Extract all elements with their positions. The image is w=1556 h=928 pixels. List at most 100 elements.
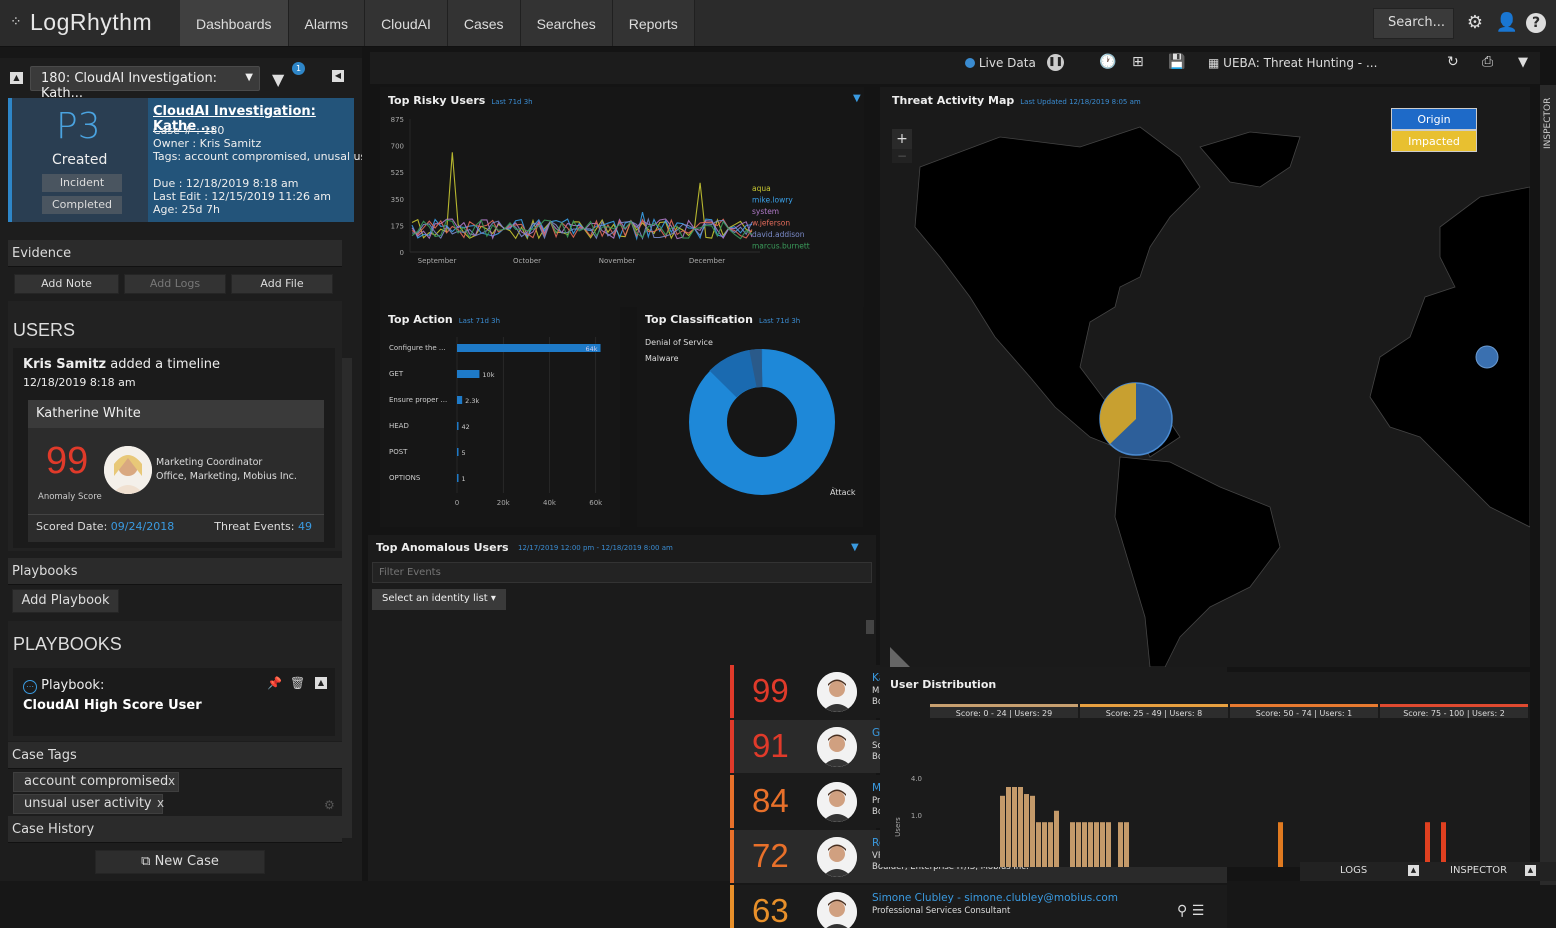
help-icon[interactable]: ? bbox=[1526, 13, 1546, 33]
histogram-bar bbox=[1006, 787, 1011, 867]
user-icon[interactable]: 👤 bbox=[1495, 12, 1519, 33]
logs-expand-icon[interactable]: ▲ bbox=[1408, 865, 1419, 876]
save-layout-icon[interactable]: 💾 bbox=[1168, 54, 1186, 70]
collapse-left-icon[interactable]: ◀ bbox=[332, 70, 344, 82]
tag-remove-icon[interactable]: x bbox=[157, 796, 165, 810]
sidebar-scrollbar[interactable] bbox=[342, 358, 352, 838]
widget-filter-icon[interactable]: ▼ bbox=[853, 93, 861, 104]
playbook-card[interactable]: ⋯ Playbook: CloudAI High Score User 📌 🗑 … bbox=[13, 668, 335, 736]
tag-account-compromised[interactable]: account compromised bbox=[13, 772, 180, 792]
user-card-name: Katherine White bbox=[28, 400, 324, 428]
avatar-portrait-icon bbox=[104, 446, 152, 494]
case-select[interactable]: 180: CloudAI Investigation: Kath... ▼ bbox=[30, 66, 260, 101]
add-playbook-button[interactable]: Add Playbook bbox=[12, 589, 119, 613]
score-range-label: Score: 0 - 24 | Users: 29 bbox=[930, 704, 1078, 718]
case-tags-header[interactable]: Case Tags bbox=[8, 742, 342, 769]
nav-dashboards[interactable]: Dashboards bbox=[180, 0, 289, 46]
evidence-header[interactable]: Evidence bbox=[8, 240, 342, 267]
anomalous-user-row[interactable]: 63 Simone Clubley - simone.clubley@mobius… bbox=[730, 885, 1227, 928]
widget-title: Top Risky Users Last 71d 3h bbox=[388, 94, 533, 107]
trash-icon[interactable]: 🗑 bbox=[290, 676, 306, 690]
inspector-tab-label: INSPECTOR bbox=[1543, 97, 1553, 149]
bar-category-label: POST bbox=[389, 448, 408, 456]
settings-sliders-icon[interactable]: ⚙ bbox=[1466, 12, 1484, 33]
series-line-aqua bbox=[411, 152, 753, 240]
chart-add-icon[interactable]: ⊞ bbox=[1132, 54, 1144, 70]
widget-title: Threat Activity Map Last Updated 12/18/20… bbox=[892, 94, 1141, 107]
y-tick-label: 4.0 bbox=[911, 775, 922, 783]
dashboard-select[interactable]: ▦ UEBA: Threat Hunting - ... bbox=[1208, 56, 1378, 70]
legend-item: system bbox=[752, 207, 779, 216]
inspector-tab[interactable]: INSPECTOR bbox=[1450, 865, 1508, 876]
x-tick-label: October bbox=[513, 257, 541, 265]
refresh-icon[interactable]: ↻ bbox=[1447, 54, 1459, 70]
series-line-david.addison bbox=[411, 217, 753, 241]
search-icon[interactable]: ⚲ bbox=[1177, 903, 1188, 919]
inspector-side-tab[interactable]: INSPECTOR bbox=[1540, 85, 1556, 885]
top-action-bar-chart: 0 20k 40k 60k Configure the ... 64k GET 10k Ensu… bbox=[389, 337, 603, 507]
playbooks-header[interactable]: Playbooks bbox=[8, 558, 342, 585]
avatar-portrait-icon bbox=[817, 782, 857, 822]
zoom-in-button[interactable]: + bbox=[892, 129, 912, 149]
nav-reports[interactable]: Reports bbox=[612, 0, 695, 46]
histogram-bar bbox=[1106, 822, 1111, 867]
widget-title: Top Action Last 71d 3h bbox=[388, 313, 501, 326]
bar-category-label: Configure the ... bbox=[389, 344, 446, 352]
pause-icon[interactable]: ❚❚ bbox=[1047, 54, 1064, 71]
widget-filter-icon[interactable]: ▼ bbox=[851, 542, 859, 553]
list-icon[interactable]: ☰ bbox=[1191, 903, 1205, 919]
filter-events-input[interactable] bbox=[372, 562, 872, 583]
case-card[interactable]: P3 Created Incident Completed CloudAI In… bbox=[8, 98, 387, 222]
user-card-dept: Office, Marketing, Mobius Inc. bbox=[156, 471, 297, 482]
tag-remove-icon[interactable]: x bbox=[168, 774, 176, 788]
europe-marker[interactable] bbox=[1475, 345, 1499, 369]
inspector-expand-icon[interactable]: ▲ bbox=[1525, 865, 1536, 876]
nav-cases[interactable]: Cases bbox=[447, 0, 521, 46]
nav-alarms[interactable]: Alarms bbox=[288, 0, 366, 46]
new-case-button[interactable]: ⧉ New Case bbox=[95, 850, 265, 874]
bar-value-label: 1 bbox=[462, 475, 466, 483]
list-scrollbar[interactable] bbox=[866, 620, 874, 634]
world-map[interactable] bbox=[880, 107, 1530, 667]
nav-cloudai[interactable]: CloudAI bbox=[365, 0, 448, 46]
add-note-button[interactable]: Add Note bbox=[14, 274, 119, 294]
priority-label: P3 bbox=[56, 106, 101, 147]
identity-list-select[interactable]: Select an identity list ▾ bbox=[372, 589, 506, 610]
user-score: 84 bbox=[752, 782, 789, 819]
print-icon[interactable]: ⎙ bbox=[1482, 54, 1494, 70]
widget-title: User Distribution bbox=[890, 678, 997, 691]
user-score: 91 bbox=[752, 727, 789, 764]
collapse-up-icon[interactable]: ▲ bbox=[10, 72, 23, 84]
logs-tab[interactable]: LOGS bbox=[1340, 865, 1368, 876]
case-number: Case # : 180 bbox=[153, 124, 225, 137]
collapse-playbook-icon[interactable]: ▲ bbox=[315, 677, 327, 689]
filter-icon[interactable]: ▼ bbox=[272, 70, 285, 89]
class-label-malware: Malware bbox=[645, 354, 679, 363]
tag-settings-icon[interactable]: ⚙ bbox=[324, 798, 335, 812]
live-data-toggle[interactable]: Live Data bbox=[965, 56, 1036, 70]
user-score: 99 bbox=[752, 672, 789, 709]
nav-searches[interactable]: Searches bbox=[520, 0, 613, 46]
pin-icon[interactable]: 📌 bbox=[267, 676, 282, 690]
user-card[interactable]: Katherine White 99 Anomaly Score Marketi… bbox=[28, 400, 324, 542]
clock-icon[interactable]: 🕐 bbox=[1099, 54, 1117, 70]
x-tick-label: September bbox=[418, 257, 457, 265]
zoom-out-button[interactable]: − bbox=[892, 149, 912, 163]
tag-unsual-user-activity[interactable]: unsual user activity bbox=[13, 794, 163, 814]
search-button[interactable]: Search... bbox=[1373, 7, 1454, 39]
timeline-card: Kris Samitz added a timeline 12/18/2019 … bbox=[13, 348, 335, 548]
user-name-link[interactable]: Simone Clubley - simone.clubley@mobius.c… bbox=[872, 892, 1119, 904]
add-logs-button[interactable]: Add Logs bbox=[124, 274, 226, 294]
origin-impacted-pie[interactable] bbox=[1099, 382, 1173, 456]
case-owner: Owner : Kris Samitz bbox=[153, 137, 262, 150]
add-file-button[interactable]: Add File bbox=[231, 274, 333, 294]
case-title-link[interactable]: CloudAI Investigation: Kathe ... bbox=[153, 104, 316, 134]
legend-item: david.addison bbox=[752, 230, 805, 239]
case-history-header[interactable]: Case History bbox=[8, 816, 342, 843]
histogram-bar bbox=[1000, 795, 1005, 867]
map-resize-handle-icon[interactable] bbox=[890, 647, 910, 667]
bar-category-label: HEAD bbox=[389, 422, 409, 430]
logrhythm-logo[interactable]: ⁘ LogRhythm bbox=[10, 9, 153, 35]
filter-icon[interactable]: ▼ bbox=[1518, 55, 1528, 70]
filter-badge: 1 bbox=[292, 62, 305, 75]
